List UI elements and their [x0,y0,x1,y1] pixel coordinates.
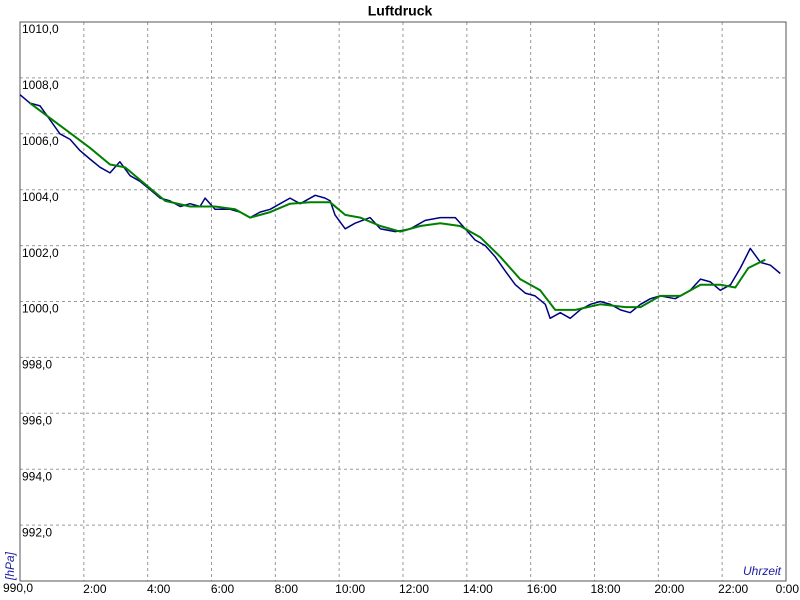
x-tick-label: 8:00 [275,582,299,596]
y-tick-label: 1010,0 [22,22,59,36]
x-tick-label: 0:00 [776,582,800,596]
y-tick-label: 1006,0 [22,134,59,148]
y-tick-label: 1004,0 [22,190,59,204]
x-tick-label: 22:00 [718,582,748,596]
plot-frame [19,21,787,582]
y-tick-label: 996,0 [22,413,52,427]
x-tick-label: 18:00 [590,582,620,596]
x-tick-label: 20:00 [654,582,684,596]
y-tick-label: 998,0 [22,358,52,372]
y-tick-label: 994,0 [22,469,52,483]
x-tick-label: 6:00 [211,582,235,596]
x-axis-label: Uhrzeit [743,564,782,578]
series-line [19,94,781,320]
y-tick-label: 992,0 [22,525,52,539]
series-line [29,102,766,311]
y-tick-label: 1000,0 [22,302,59,316]
y-tick-label: 1008,0 [22,78,59,92]
x-tick-label: 14:00 [463,582,493,596]
chart-title: Luftdruck [368,3,433,19]
series-group [19,94,781,320]
y-tick-label: 990,0 [3,581,33,595]
y-tick-label: 1002,0 [22,246,59,260]
grid [20,21,787,582]
x-tick-label: 10:00 [335,582,365,596]
x-tick-label: 12:00 [399,582,429,596]
labels: 990,0 992,0 994,0 996,0 998,0 1000,0 1002,0 100… [3,22,799,596]
x-tick-label: 16:00 [527,582,557,596]
x-tick-label: 2:00 [83,582,107,596]
x-tick-label: 4:00 [147,582,171,596]
y-axis-label: [hPa] [3,551,17,581]
